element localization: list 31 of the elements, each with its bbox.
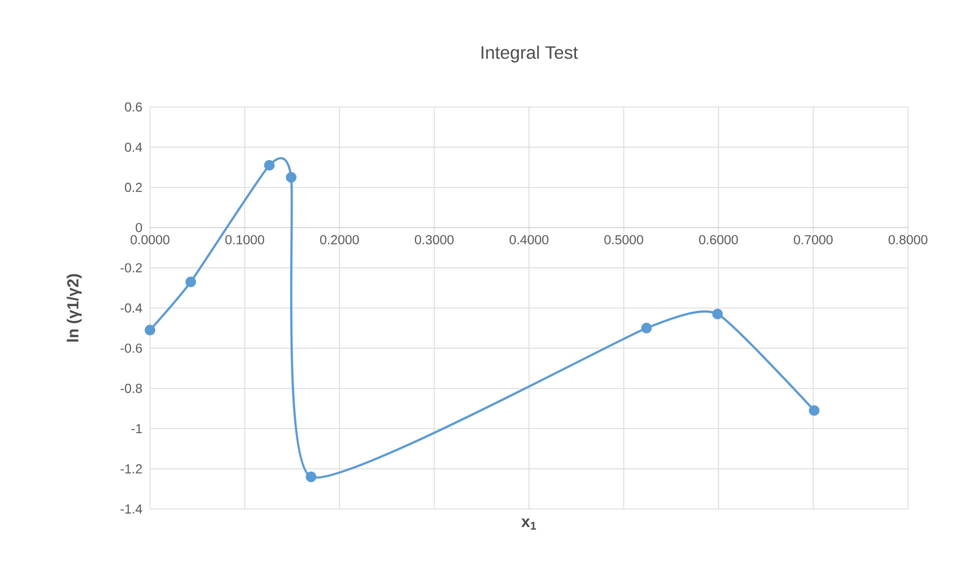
x-tick-label: 0.6000 [699, 235, 738, 244]
y-tick-label: 0.6 [124, 102, 142, 112]
x-tick-label: 0.2000 [320, 235, 359, 244]
text: x$_{1}$ [521, 518, 536, 530]
point [641, 322, 652, 334]
y-axis-title: ln (γ1/γ2) [66, 274, 82, 342]
y-tick-label: -1 [131, 424, 142, 434]
x-tick-label: 0.4000 [510, 235, 548, 244]
y-tick-label: -0.8 [120, 384, 142, 393]
x-tick-label: 0.8000 [888, 235, 928, 244]
x-tick-label: 0.1000 [225, 235, 264, 244]
y-tick-label: 0.2 [124, 182, 142, 192]
point [808, 405, 820, 416]
y-tick-label: -0.2 [120, 263, 142, 272]
x-tick-label: 0.0000 [130, 235, 170, 244]
point [264, 160, 275, 171]
y-tick-label: 0 [136, 222, 142, 232]
point [712, 308, 723, 320]
x-tick-label: 0.7000 [794, 235, 833, 244]
y-tick-label: -0.6 [120, 344, 142, 353]
y-tick-label: -1.2 [120, 464, 142, 474]
x-tick-label: 0.5000 [604, 235, 644, 244]
y-tick-label: 0.4 [124, 142, 142, 152]
y-tick-label: -0.4 [120, 303, 142, 313]
chart-title: Integral Test [482, 46, 578, 62]
x-tick-label: 0.3000 [414, 235, 454, 244]
point [286, 172, 296, 183]
point [185, 276, 196, 288]
point [144, 324, 156, 336]
point [306, 472, 316, 482]
y-tick-label: -1.4 [120, 504, 142, 514]
